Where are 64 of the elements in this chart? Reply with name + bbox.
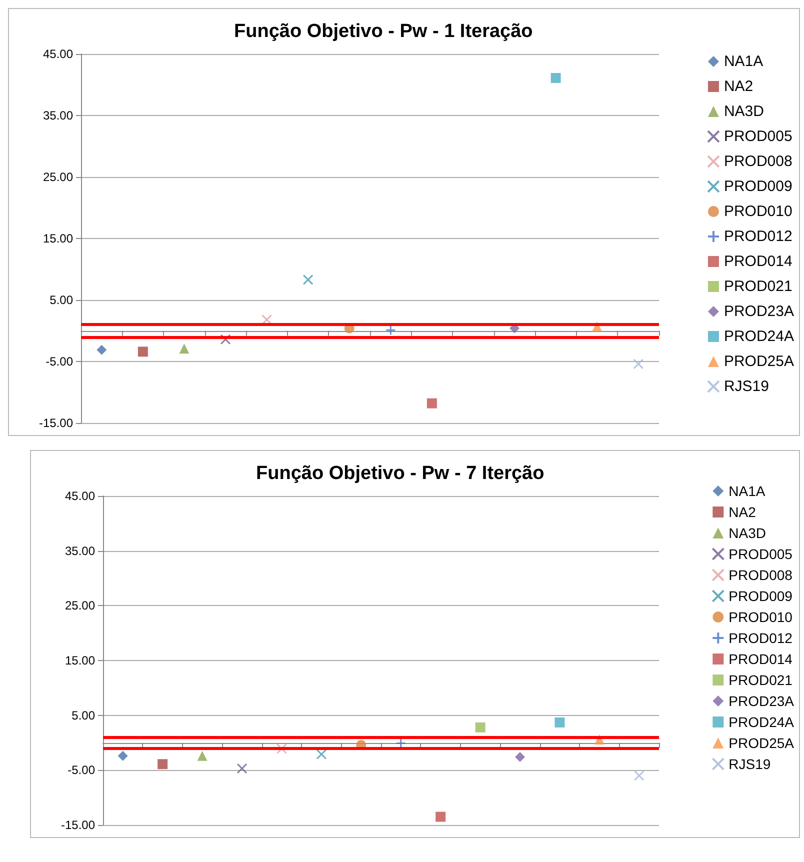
legend-label: PROD012 xyxy=(724,228,792,245)
y-tick-label: -5.00 xyxy=(68,763,96,778)
legend-label: PROD24A xyxy=(724,328,794,345)
legend-label: NA3D xyxy=(728,525,766,541)
legend-label: PROD009 xyxy=(724,178,792,195)
legend-label: PROD24A xyxy=(728,714,795,730)
y-tick-label: 15.00 xyxy=(64,654,96,668)
legend-label: PROD014 xyxy=(728,651,793,667)
y-tick-label: -15.00 xyxy=(38,416,74,430)
legend-label: NA2 xyxy=(728,504,756,520)
point xyxy=(475,722,486,732)
point xyxy=(158,759,168,770)
y-tick-label: 35.00 xyxy=(42,108,74,122)
y-tick-label: -15.00 xyxy=(60,818,96,832)
y-tick-label: 35.00 xyxy=(64,544,96,558)
point xyxy=(554,717,565,728)
point xyxy=(634,770,644,781)
legend-label: PROD25A xyxy=(724,353,794,370)
y-tick-label: -5.00 xyxy=(46,354,74,368)
point xyxy=(179,344,190,354)
point xyxy=(316,749,327,760)
point xyxy=(197,750,208,761)
legend-label: PROD021 xyxy=(728,672,793,688)
point xyxy=(118,750,128,761)
point xyxy=(426,398,437,408)
legend-label: PROD005 xyxy=(728,546,793,562)
point xyxy=(633,358,644,370)
y-tick-label: 45.00 xyxy=(64,489,96,503)
legend-label: PROD009 xyxy=(728,588,793,604)
legend-label: PROD23A xyxy=(728,693,795,709)
legend-label: RJS19 xyxy=(728,756,771,772)
point xyxy=(385,324,396,336)
point xyxy=(276,744,287,754)
y-tick-label: 15.00 xyxy=(42,232,74,246)
legend-label: PROD008 xyxy=(724,153,792,170)
legend-label: RJS19 xyxy=(724,378,770,395)
point xyxy=(515,752,525,762)
legend-label: PROD010 xyxy=(724,203,792,220)
point xyxy=(236,763,248,774)
legend-label: PROD005 xyxy=(724,128,792,145)
y-tick-label: 25.00 xyxy=(42,170,74,184)
legend-label: NA1A xyxy=(724,53,764,70)
chart-title: Função Objetivo - Pw - 7 Iterção xyxy=(256,463,544,484)
point xyxy=(550,72,561,83)
y-tick-label: 45.00 xyxy=(42,47,74,61)
y-tick-label: 25.00 xyxy=(64,598,96,613)
point xyxy=(436,812,446,822)
legend-label: NA1A xyxy=(728,483,766,499)
y-tick-label: 5.00 xyxy=(72,708,96,722)
legend-label: NA3D xyxy=(724,103,764,120)
legend-label: NA2 xyxy=(724,78,754,95)
chart-title: Função Objetivo - Pw - 1 Iteração xyxy=(234,21,533,42)
legend-label: PROD021 xyxy=(724,278,792,295)
legend-label: PROD010 xyxy=(728,609,793,625)
point xyxy=(96,344,107,355)
legend-label: PROD008 xyxy=(728,567,793,583)
y-tick-label: 5.00 xyxy=(50,293,74,307)
point xyxy=(138,346,148,357)
point xyxy=(302,274,314,285)
legend-label: PROD23A xyxy=(724,303,794,320)
legend-label: PROD014 xyxy=(724,253,792,270)
legend-label: PROD012 xyxy=(728,630,793,646)
point xyxy=(220,334,231,345)
legend-label: PROD25A xyxy=(728,735,795,751)
